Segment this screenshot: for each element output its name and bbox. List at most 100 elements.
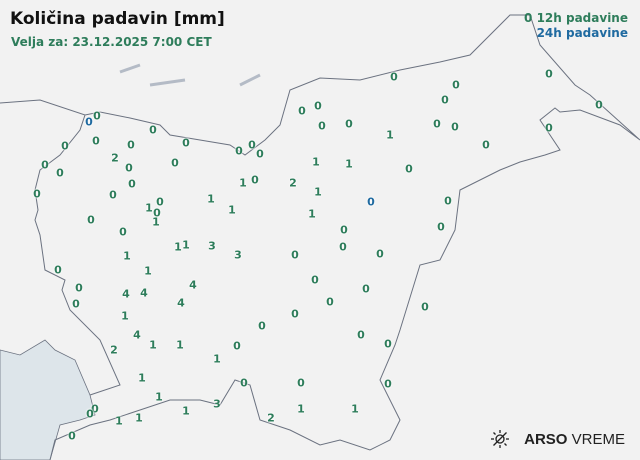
station-value: 0 bbox=[297, 376, 305, 390]
station-value: 1 bbox=[207, 192, 215, 206]
station-value: 1 bbox=[182, 238, 190, 252]
station-value: 0 bbox=[345, 117, 353, 131]
station-value: 1 bbox=[144, 264, 152, 278]
station-value: 0 bbox=[545, 67, 553, 81]
station-value: 0 bbox=[291, 307, 299, 321]
station-value: 0 bbox=[248, 138, 256, 152]
station-value: 1 bbox=[239, 176, 247, 190]
station-value: 0 bbox=[384, 377, 392, 391]
legend-12h: 0 12h padavine bbox=[524, 11, 628, 26]
station-value: 0 bbox=[318, 119, 326, 133]
station-value: 0 bbox=[357, 328, 365, 342]
legend-24h: 24h padavine bbox=[536, 26, 628, 40]
sea bbox=[0, 339, 96, 460]
station-value: 0 bbox=[91, 402, 99, 416]
station-value: 0 bbox=[384, 337, 392, 351]
station-value: 0 bbox=[156, 195, 164, 209]
station-value: 4 bbox=[189, 278, 197, 292]
station-value: 3 bbox=[234, 248, 242, 262]
station-value: 0 bbox=[72, 297, 80, 311]
station-value: 0 bbox=[251, 173, 259, 187]
station-value: 0 bbox=[390, 70, 398, 84]
station-value: 1 bbox=[345, 157, 353, 171]
station-value: 4 bbox=[122, 287, 130, 301]
station-value: 1 bbox=[308, 207, 316, 221]
station-value: 0 bbox=[171, 156, 179, 170]
station-value: 0 bbox=[149, 123, 157, 137]
station-value: 3 bbox=[208, 239, 216, 253]
station-value: 0 bbox=[235, 144, 243, 158]
station-value: 0 bbox=[86, 407, 94, 421]
station-value: 0 bbox=[125, 161, 133, 175]
station-value: 0 bbox=[339, 240, 347, 254]
station-value: 1 bbox=[174, 240, 182, 254]
station-value: 0 bbox=[362, 282, 370, 296]
station-value: 0 bbox=[128, 177, 136, 191]
station-value: 0 bbox=[311, 273, 319, 287]
station-value: 2 bbox=[111, 151, 119, 165]
station-value: 0 bbox=[93, 109, 101, 123]
station-value: 1 bbox=[135, 411, 143, 425]
station-value: 0 bbox=[233, 339, 241, 353]
station-value: 0 bbox=[340, 223, 348, 237]
station-value: 0 bbox=[258, 319, 266, 333]
station-value: 0 bbox=[482, 138, 490, 152]
station-value: 0 bbox=[56, 166, 64, 180]
station-value: 0 bbox=[451, 120, 459, 134]
station-value: 0 bbox=[291, 248, 299, 262]
station-value: 0 bbox=[119, 225, 127, 239]
station-value: 2 bbox=[267, 411, 275, 425]
station-value: 0 bbox=[41, 158, 49, 172]
legend: 0 12h padavine 24h padavine bbox=[524, 11, 628, 41]
station-value: 0 bbox=[421, 300, 429, 314]
station-value: 1 bbox=[123, 249, 131, 263]
station-value: 1 bbox=[312, 155, 320, 169]
station-value: 1 bbox=[176, 338, 184, 352]
station-value: 0 bbox=[444, 194, 452, 208]
station-value: 0 bbox=[376, 247, 384, 261]
station-value: 1 bbox=[121, 309, 129, 323]
station-value: 2 bbox=[289, 176, 297, 190]
legend-sample: 0 bbox=[524, 11, 533, 25]
station-value: 0 bbox=[545, 121, 553, 135]
sun-icon bbox=[491, 430, 510, 448]
station-value: 0 bbox=[85, 115, 93, 129]
station-value: 1 bbox=[314, 185, 322, 199]
station-value: 0 bbox=[109, 188, 117, 202]
station-value: 0 bbox=[441, 93, 449, 107]
country-border bbox=[0, 14, 640, 460]
station-value: 3 bbox=[213, 397, 221, 411]
station-value: 1 bbox=[149, 338, 157, 352]
station-value: 0 bbox=[92, 134, 100, 148]
legend-12h-label: 12h padavine bbox=[536, 11, 628, 25]
station-value: 0 bbox=[153, 206, 161, 220]
station-value: 0 bbox=[87, 213, 95, 227]
arso-logo: ARSO VREME bbox=[490, 429, 625, 449]
station-value: 0 bbox=[326, 295, 334, 309]
station-value: 0 bbox=[298, 104, 306, 118]
station-value: 0 bbox=[433, 117, 441, 131]
station-value: 4 bbox=[140, 286, 148, 300]
station-value: 0 bbox=[256, 147, 264, 161]
station-value: 0 bbox=[54, 263, 62, 277]
station-value: 0 bbox=[68, 429, 76, 443]
lakes bbox=[119, 63, 261, 87]
station-value: 0 bbox=[405, 162, 413, 176]
station-value: 1 bbox=[297, 402, 305, 416]
station-value: 1 bbox=[138, 371, 146, 385]
station-value: 2 bbox=[110, 343, 118, 357]
station-value: 0 bbox=[75, 281, 83, 295]
station-value: 0 bbox=[127, 138, 135, 152]
station-value: 4 bbox=[177, 296, 185, 310]
station-value: 4 bbox=[133, 328, 141, 342]
station-value: 0 bbox=[437, 220, 445, 234]
logo-product: VREME bbox=[571, 430, 625, 448]
station-value: 1 bbox=[155, 390, 163, 404]
station-value: 0 bbox=[367, 195, 375, 209]
station-value: 1 bbox=[145, 201, 153, 215]
station-value: 0 bbox=[595, 98, 603, 112]
station-value: 0 bbox=[452, 78, 460, 92]
station-value: 0 bbox=[61, 139, 69, 153]
station-value: 1 bbox=[228, 203, 236, 217]
